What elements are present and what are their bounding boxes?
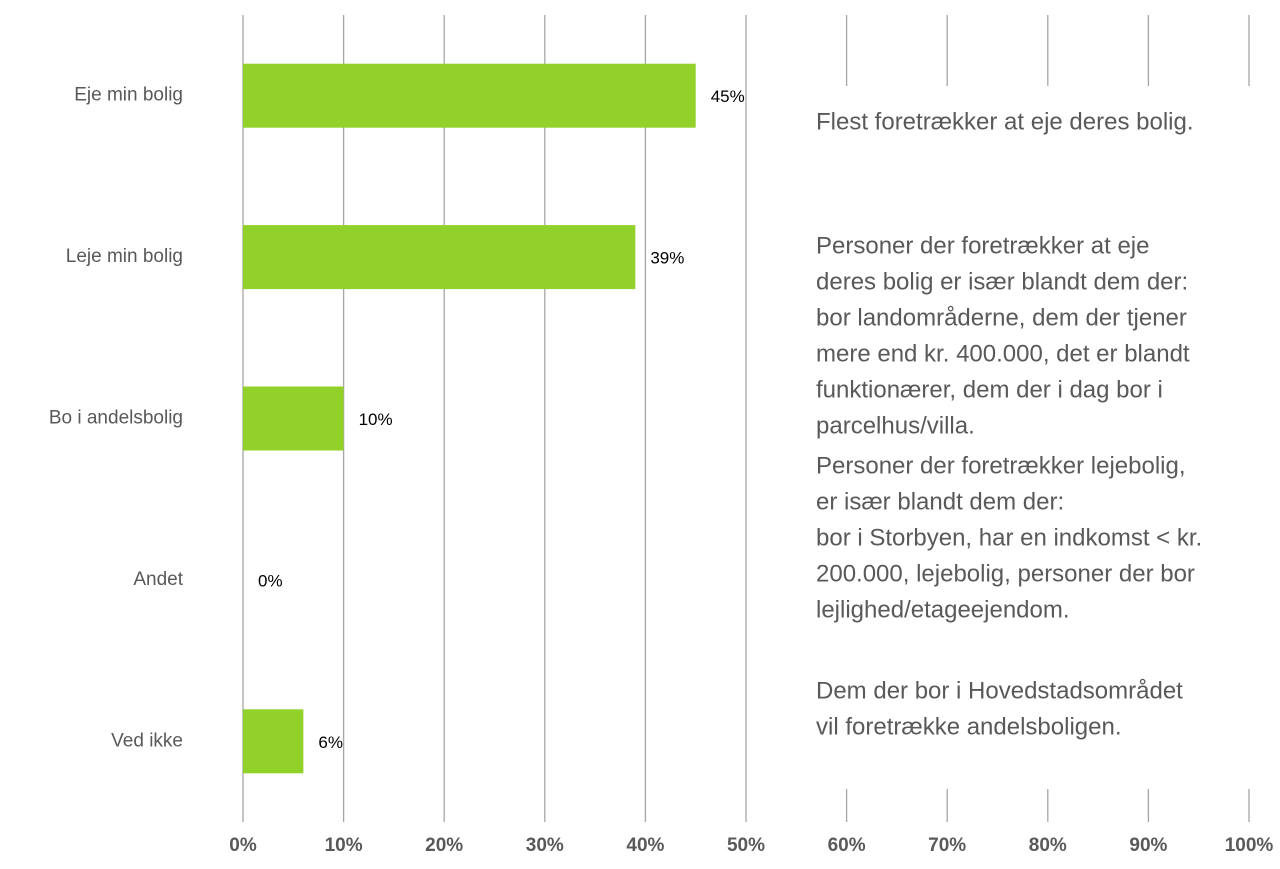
value-label: 39% xyxy=(650,249,684,268)
annotation: Flest foretrækker at eje deres bolig. xyxy=(816,108,1194,135)
x-tick-label: 80% xyxy=(1029,835,1067,856)
bar xyxy=(243,709,304,774)
value-label: 6% xyxy=(318,733,343,752)
x-tick-label: 100% xyxy=(1225,835,1274,856)
category-label: Andet xyxy=(133,569,183,590)
annotation: Dem der bor i Hovedstadsområdet xyxy=(816,677,1183,704)
category-label: Leje min bolig xyxy=(66,246,183,267)
annotation: lejlighed/etageejendom. xyxy=(816,596,1070,623)
annotation: Personer der foretrækker lejebolig, xyxy=(816,452,1186,479)
annotation: vil foretrække andelsboligen. xyxy=(816,713,1122,740)
value-label: 10% xyxy=(359,410,393,429)
annotation: 200.000, lejebolig, personer der bor xyxy=(816,560,1195,587)
annotation: er især blandt dem der: xyxy=(816,488,1064,515)
category-label: Bo i andelsbolig xyxy=(49,408,183,429)
bar xyxy=(243,63,696,128)
x-tick-label: 50% xyxy=(727,835,765,856)
bar xyxy=(243,225,636,290)
bar xyxy=(243,386,344,451)
value-label: 0% xyxy=(258,571,283,590)
annotation: parcelhus/villa. xyxy=(816,412,975,439)
note-box xyxy=(770,86,1280,789)
annotation: mere end kr. 400.000, det er blandt xyxy=(816,340,1190,367)
x-tick-label: 20% xyxy=(425,835,463,856)
annotation: bor i Storbyen, har en indkomst < kr. xyxy=(816,524,1202,551)
value-label: 45% xyxy=(711,87,745,106)
category-label: Eje min bolig xyxy=(74,85,183,106)
annotation: bor landområderne, dem der tjener xyxy=(816,304,1187,331)
x-tick-label: 30% xyxy=(526,835,564,856)
annotation: funktionærer, dem der i dag bor i xyxy=(816,376,1163,403)
x-tick-label: 90% xyxy=(1129,835,1167,856)
x-tick-label: 40% xyxy=(626,835,664,856)
category-label: Ved ikke xyxy=(111,730,183,751)
x-tick-label: 60% xyxy=(828,835,866,856)
x-tick-label: 0% xyxy=(229,835,257,856)
x-tick-label: 10% xyxy=(325,835,363,856)
annotation: Personer der foretrækker at eje xyxy=(816,232,1149,259)
x-tick-label: 70% xyxy=(928,835,966,856)
annotation: deres bolig er især blandt dem der: xyxy=(816,268,1188,295)
